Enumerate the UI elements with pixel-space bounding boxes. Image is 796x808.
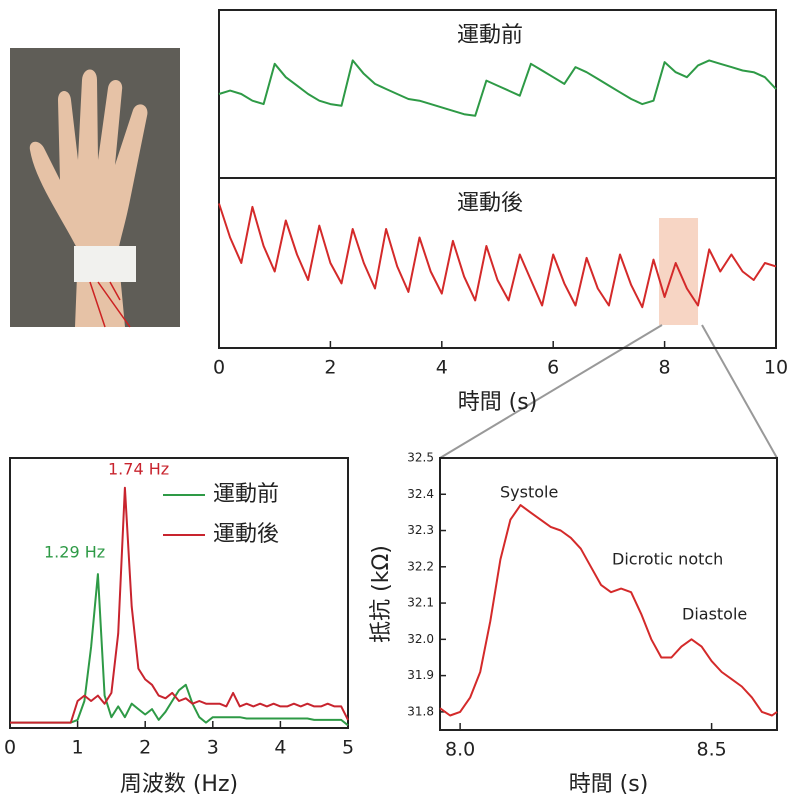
panel-title: 運動前 [457,23,523,48]
x-tick-label: 8.5 [697,739,727,761]
x-axis-label: 時間 (s) [569,772,649,797]
x-tick-label: 2 [324,357,336,379]
x-tick-label: 8.0 [445,739,475,761]
x-tick-label: 6 [547,357,559,379]
annotation: Systole [500,483,558,502]
x-tick-label: 10 [764,357,788,379]
x-tick-label: 5 [342,737,354,759]
annotation: 1.29 Hz [44,543,105,562]
x-axis-label: 時間 (s) [458,390,538,415]
data-line [10,488,348,723]
x-tick-label: 0 [213,357,225,379]
annotation: 1.74 Hz [108,460,169,479]
x-tick-label: 4 [436,357,448,379]
x-tick-label: 0 [4,737,16,759]
wrist-photo [10,48,180,327]
y-tick-label: 31.8 [407,704,434,718]
x-tick-label: 1 [72,737,84,759]
y-tick-label: 32.3 [407,523,434,537]
annotation: Diastole [682,605,747,624]
annotation: Dicrotic notch [612,550,723,569]
data-line [10,574,348,725]
y-axis-label: 抵抗 (kΩ) [369,545,394,643]
y-tick-label: 32.2 [407,559,434,573]
zoom-connector [702,325,777,458]
y-tick-label: 32.1 [407,596,434,610]
y-tick-label: 31.9 [407,668,434,682]
plot-frame [10,458,348,728]
x-axis-label: 周波数 (Hz) [120,772,238,797]
x-tick-label: 2 [139,737,151,759]
legend-label: 運動前 [213,482,279,507]
x-tick-label: 3 [207,737,219,759]
figure: 1.74 Hz 1.29 Hz Systole Dicrotic notch D… [0,0,796,808]
x-tick-label: 8 [659,357,671,379]
y-tick-label: 32.0 [407,632,434,646]
y-tick-label: 32.5 [407,451,434,465]
legend-label: 運動後 [213,522,279,547]
plot-frame [440,458,777,730]
x-tick-label: 4 [274,737,286,759]
y-tick-label: 32.4 [407,487,434,501]
panel-title: 運動後 [457,191,523,216]
data-line [219,60,776,115]
